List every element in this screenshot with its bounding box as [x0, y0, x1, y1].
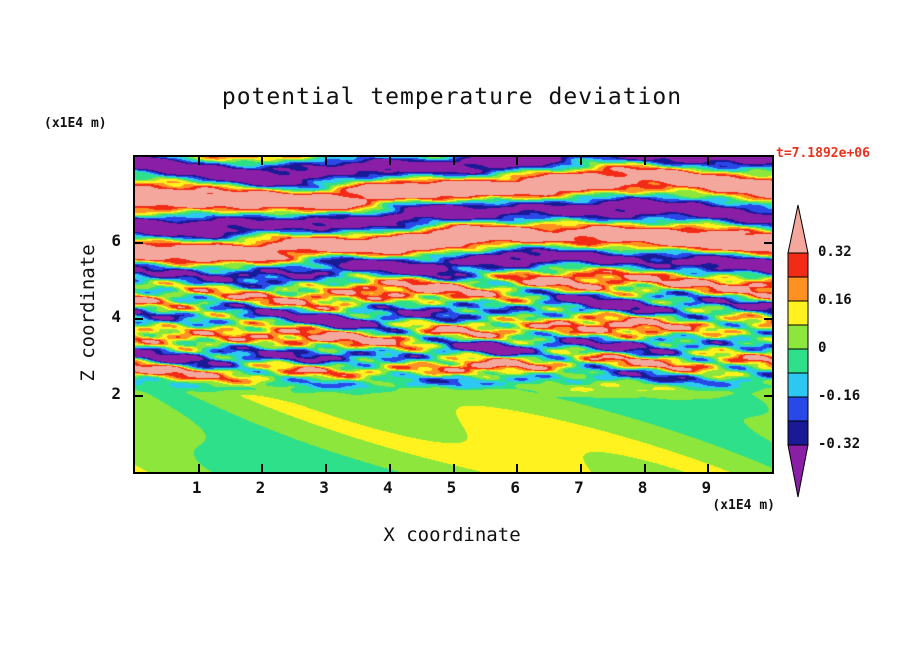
y-tick-label: 4 [111, 307, 121, 327]
x-tick-mark [197, 464, 200, 472]
colorbar-band [787, 348, 809, 374]
x-tick-mark [261, 464, 264, 472]
y-axis-unit: (x1E4 m) [44, 116, 107, 131]
x-tick-mark [707, 157, 710, 165]
colorbar-under-arrow [787, 444, 809, 498]
x-tick-mark [388, 464, 391, 472]
x-tick-mark [452, 464, 455, 472]
colorbar-band [787, 276, 809, 302]
x-axis-title: X coordinate [383, 524, 521, 546]
y-tick-mark [135, 241, 143, 244]
colorbar-band [787, 252, 809, 278]
chart-title: potential temperature deviation [221, 84, 683, 110]
y-tick-mark [764, 241, 772, 244]
colorbar-band [787, 372, 809, 398]
y-tick-mark [135, 318, 143, 321]
plot-area [133, 155, 774, 474]
colorbar-tick-label: 0.32 [818, 244, 852, 260]
time-annotation: t=7.1892e+06 [776, 146, 870, 161]
x-tick-label: 4 [382, 478, 393, 497]
y-tick-mark [764, 318, 772, 321]
x-tick-mark [452, 157, 455, 165]
colorbar-band [787, 324, 809, 350]
x-tick-mark [325, 157, 328, 165]
x-tick-mark [579, 157, 582, 165]
x-tick-label: 5 [446, 478, 457, 497]
y-tick-label: 2 [111, 383, 121, 403]
y-tick-mark [764, 394, 772, 397]
x-tick-label: 9 [701, 478, 712, 497]
x-tick-label: 8 [637, 478, 648, 497]
colorbar-band [787, 420, 809, 446]
colorbar-tick-label: 0.16 [818, 292, 852, 308]
x-tick-mark [516, 157, 519, 165]
heatmap-field [135, 157, 772, 472]
x-tick-mark [643, 157, 646, 165]
x-tick-label: 3 [319, 478, 329, 497]
x-tick-mark [325, 464, 328, 472]
colorbar-tick-label: -0.32 [818, 436, 861, 452]
x-tick-mark [579, 464, 582, 472]
x-tick-mark [197, 157, 200, 165]
x-tick-mark [388, 157, 391, 165]
colorbar-tick-label: 0 [818, 340, 827, 356]
x-tick-label: 7 [574, 478, 584, 497]
colorbar [787, 204, 809, 498]
x-tick-label: 1 [191, 478, 202, 497]
y-tick-mark [135, 394, 143, 397]
colorbar-band [787, 396, 809, 422]
x-tick-mark [261, 157, 264, 165]
colorbar-band [787, 300, 809, 326]
x-tick-mark [516, 464, 519, 472]
x-tick-mark [643, 464, 646, 472]
x-axis-unit: (x1E4 m) [712, 498, 775, 513]
y-tick-label: 6 [111, 230, 121, 250]
x-tick-mark [707, 464, 710, 472]
x-tick-label: 2 [255, 478, 266, 497]
colorbar-over-arrow [787, 204, 809, 254]
colorbar-tick-label: -0.16 [818, 388, 861, 404]
x-tick-label: 6 [510, 478, 520, 497]
